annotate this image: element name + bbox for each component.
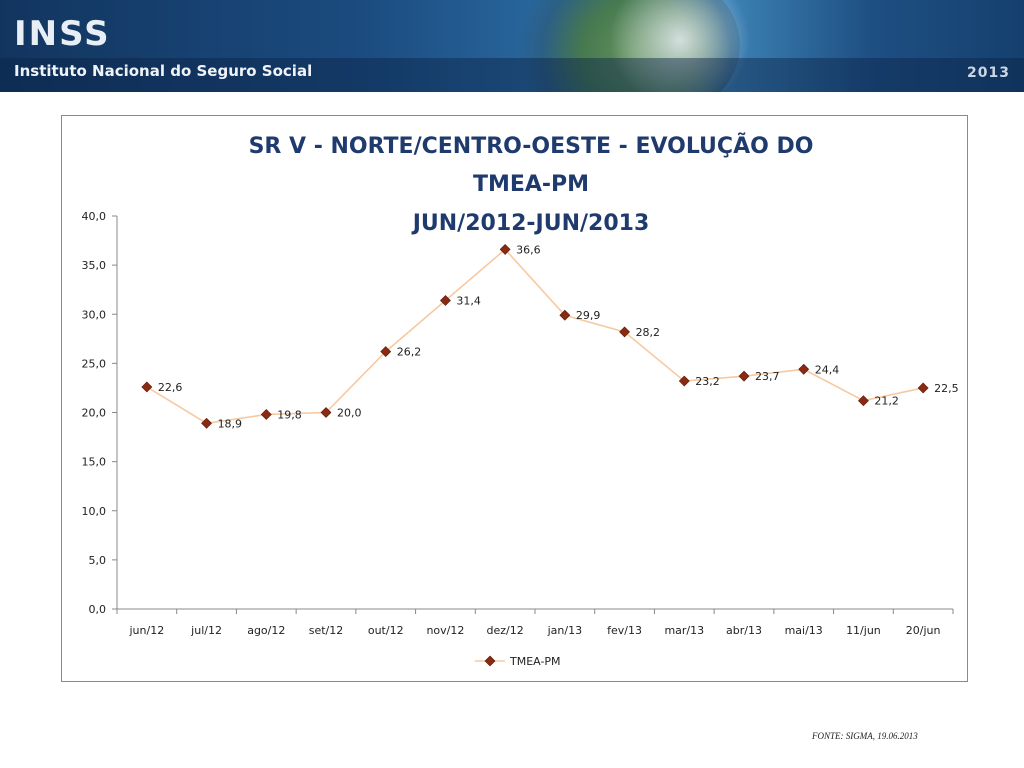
- x-tick-label: jan/13: [547, 624, 582, 637]
- y-tick-label: 10,0: [82, 505, 107, 518]
- chart-axes: 0,0 5,0 10,0 15,0 20,0 25,0 30,0 35,0 40,0 jun/12…: [82, 210, 954, 637]
- x-tick-label: jul/12: [190, 624, 222, 637]
- data-label: 26,2: [397, 346, 422, 359]
- data-point: [917, 382, 929, 394]
- x-tick-label: 11/jun: [846, 624, 881, 637]
- legend-marker: [484, 655, 496, 667]
- data-label: 24,4: [815, 363, 840, 376]
- banner-year: 2013: [967, 65, 1010, 81]
- data-label: 18,9: [218, 417, 243, 430]
- data-label: 23,2: [695, 375, 720, 388]
- y-tick-label: 25,0: [82, 357, 107, 370]
- series-line-tmea-pm: [146, 248, 924, 425]
- data-point: [738, 370, 750, 382]
- data-label: 20,0: [337, 407, 362, 420]
- x-tick-label: out/12: [368, 624, 404, 637]
- data-label: 22,5: [934, 382, 959, 395]
- data-label: 36,6: [516, 243, 541, 256]
- institute-name: Instituto Nacional do Seguro Social: [14, 62, 313, 80]
- y-tick-label: 20,0: [82, 407, 107, 420]
- x-tick-label: nov/12: [426, 624, 464, 637]
- x-tick-label: fev/13: [607, 624, 642, 637]
- y-tick-label: 40,0: [82, 210, 107, 223]
- data-label: 23,7: [755, 370, 780, 383]
- chart-legend: TMEA-PM: [475, 655, 561, 668]
- chart-title: SR V - NORTE/CENTRO-OESTE - EVOLUÇÃO DO T…: [249, 133, 814, 236]
- y-tick-label: 15,0: [82, 456, 107, 469]
- data-label: 29,9: [576, 309, 601, 322]
- source-note: FONTE: SIGMA, 19.06.2013: [812, 731, 918, 741]
- y-tick-label: 30,0: [82, 308, 107, 321]
- data-point: [201, 417, 212, 429]
- x-tick-label: mar/13: [664, 624, 704, 637]
- data-point: [440, 295, 451, 306]
- y-tick-label: 5,0: [89, 554, 107, 567]
- data-point: [798, 363, 810, 375]
- x-tick-label: set/12: [309, 624, 344, 637]
- data-point: [858, 395, 869, 407]
- chart-title-line: JUN/2012-JUN/2013: [411, 211, 650, 236]
- data-point: [619, 326, 630, 338]
- x-tick-label: jun/12: [129, 624, 165, 637]
- data-point: [380, 346, 392, 358]
- data-point: [141, 381, 153, 393]
- header-banner: INSS Instituto Nacional do Seguro Social…: [0, 0, 1024, 92]
- chart-title-line: TMEA-PM: [473, 172, 589, 197]
- chart-series: 22,6 18,9 19,8 20,0 26,2 31,4 36,6 29,9 28,2 23,2…: [141, 243, 959, 430]
- data-point: [559, 309, 571, 321]
- data-label: 31,4: [456, 294, 481, 307]
- y-tick-label: 35,0: [82, 259, 107, 272]
- data-label: 28,2: [636, 326, 661, 339]
- chart-title-line: SR V - NORTE/CENTRO-OESTE - EVOLUÇÃO DO: [249, 133, 814, 159]
- data-point: [678, 375, 690, 387]
- x-tick-label: ago/12: [247, 624, 285, 637]
- data-label: 19,8: [277, 408, 302, 421]
- x-tick-label: dez/12: [487, 624, 524, 637]
- banner-glow: [600, 0, 760, 92]
- y-tick-label: 0,0: [89, 603, 107, 616]
- x-tick-label: 20/jun: [906, 624, 941, 637]
- data-point: [260, 409, 272, 420]
- banner-strip: [0, 58, 1024, 92]
- data-point: [499, 243, 511, 255]
- legend-label: TMEA-PM: [509, 655, 561, 668]
- x-tick-label: abr/13: [726, 624, 762, 637]
- data-label: 22,6: [158, 381, 183, 394]
- chart-frame: [61, 115, 968, 682]
- data-point: [320, 407, 332, 418]
- inss-logo: INSS: [14, 14, 111, 54]
- x-tick-label: mai/13: [785, 624, 823, 637]
- data-label: 21,2: [874, 395, 899, 408]
